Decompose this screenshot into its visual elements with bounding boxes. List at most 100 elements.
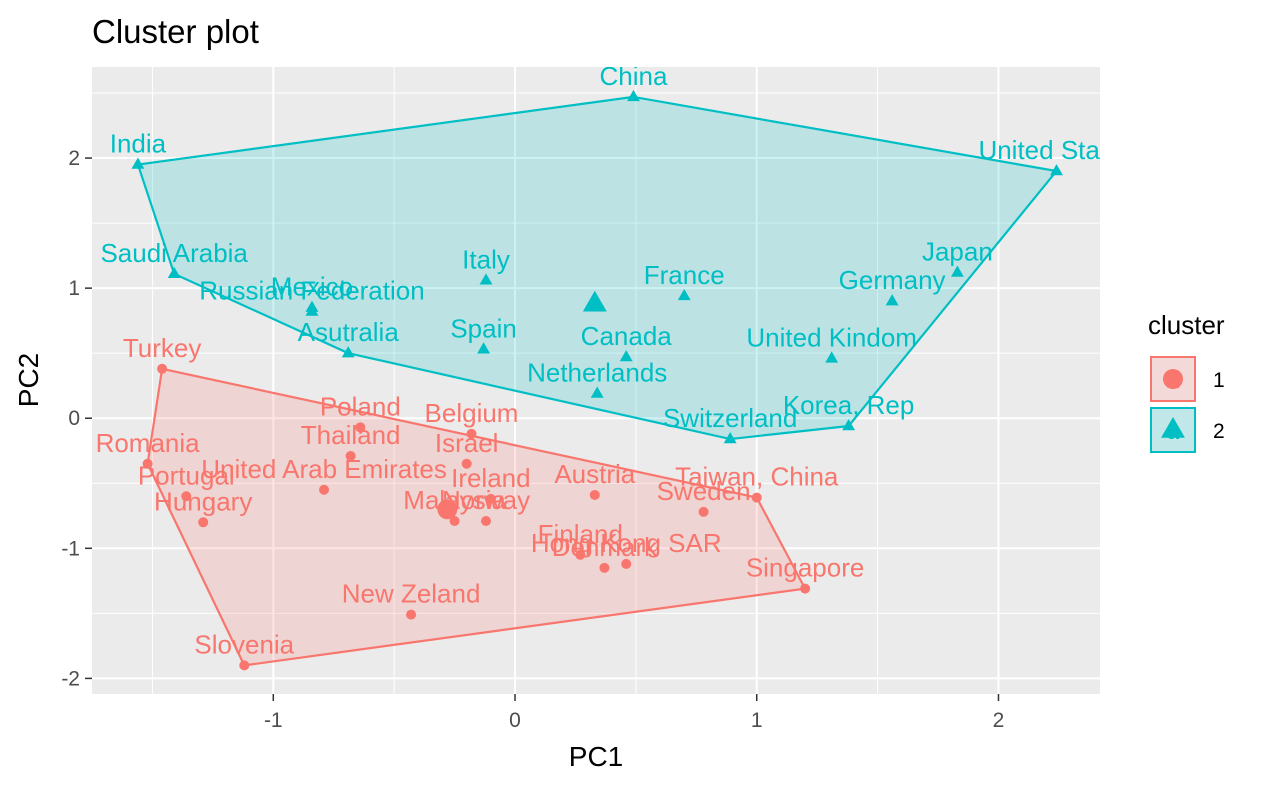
point-united-states	[1050, 164, 1063, 176]
point-label-taiwan-china: Taiwan, China	[675, 462, 839, 492]
cluster-hulls	[136, 95, 1059, 667]
plot-panel	[92, 67, 1100, 694]
x-axis-label: PC1	[569, 741, 623, 772]
point-label-switzerland: Switzerland	[663, 403, 797, 433]
point-label-sweden: Sweden	[657, 476, 751, 506]
point-norway	[481, 515, 492, 526]
point-label-turkey: Turkey	[123, 333, 202, 363]
point-label-united-states: United States	[978, 135, 1134, 165]
point-label-mexico: Mexico	[271, 272, 353, 302]
point-label-finland: Finland	[538, 519, 623, 549]
y-tick-label: 2	[68, 147, 80, 170]
point-ireland	[485, 493, 496, 504]
point-label-ireland: Ireland	[451, 463, 531, 493]
point-hungary	[198, 517, 209, 528]
point-label-slovenia: Slovenia	[194, 629, 294, 659]
point-label-malaysia: Malaysia	[403, 485, 506, 515]
point-label-poland: Poland	[320, 391, 401, 421]
point-united-kindom	[825, 351, 839, 363]
point-finland	[575, 549, 586, 560]
cluster-1-hull	[146, 367, 807, 667]
point-label-france: France	[644, 260, 725, 290]
point-sweden	[698, 506, 709, 517]
point-label-germany: Germany	[839, 265, 946, 295]
x-tick-label: 1	[751, 709, 763, 732]
x-tick-label: -1	[264, 709, 283, 732]
point-korea-rep	[842, 419, 856, 431]
point-label-romania: Romania	[96, 428, 201, 458]
legend-marker-2	[1161, 417, 1185, 438]
point-label-singapore: Singapore	[746, 553, 865, 583]
point-label-japan: Japan	[922, 237, 993, 267]
cluster-2-centroid	[582, 290, 607, 312]
point-romania	[142, 458, 153, 469]
point-label-italy: Italy	[462, 244, 510, 274]
point-france	[677, 288, 691, 301]
cluster-2-hull	[136, 95, 1059, 441]
legend-label-2: 2	[1213, 420, 1225, 443]
legend-label-1: 1	[1213, 369, 1225, 392]
point-mexico	[305, 300, 319, 312]
y-tick-label: -1	[61, 537, 80, 560]
point-taiwan-china	[751, 492, 762, 503]
point-label-hong-kong-sar: Hong Kong SAR	[531, 528, 722, 558]
point-label-israel: Israel	[435, 428, 499, 458]
point-denmark	[599, 562, 610, 573]
point-label-belgium: Belgium	[425, 398, 519, 428]
y-tick-label: -2	[61, 667, 80, 690]
point-label-spain: Spain	[450, 313, 517, 343]
data-points	[131, 89, 1063, 671]
point-slovenia	[239, 660, 250, 671]
y-tick-label: 1	[68, 277, 80, 300]
point-austria	[589, 489, 600, 500]
axes: -1 0 1 2 -2 -1 0 1 2	[61, 147, 1004, 732]
legend: cluster a1a2	[1148, 310, 1225, 453]
point-label-thailand: Thailand	[301, 420, 401, 450]
chart-title: Cluster plot	[92, 13, 259, 50]
point-germany	[885, 294, 899, 306]
point-singapore	[800, 583, 811, 594]
point-poland	[355, 422, 366, 433]
legend-key-2	[1150, 407, 1196, 453]
point-new-zeland	[406, 609, 417, 620]
point-label-norway: Norway	[442, 485, 530, 515]
point-label-new-zeland: New Zeland	[342, 579, 481, 609]
point-asutralia	[341, 346, 355, 358]
point-israel	[461, 458, 472, 469]
x-tick-label: 0	[509, 709, 521, 732]
y-tick-label: 0	[68, 407, 80, 430]
point-label-india: India	[110, 129, 167, 159]
cluster-1-centroid	[437, 499, 458, 520]
point-spain	[477, 342, 491, 354]
point-united-arab-emirates	[319, 484, 330, 495]
point-label-hungary: Hungary	[154, 486, 252, 516]
point-portugal	[181, 491, 192, 502]
point-label-saudi-arabia: Saudi Arabia	[100, 238, 248, 268]
point-label-netherlands: Netherlands	[527, 358, 667, 388]
point-label-russian-federation: Russian Federation	[199, 276, 424, 306]
point-turkey	[157, 363, 168, 374]
point-label-asutralia: Asutralia	[298, 317, 400, 347]
point-label-portugal: Portugal	[138, 460, 235, 490]
point-label-united-arab-emirates: United Arab Emirates	[201, 454, 447, 484]
point-china	[627, 89, 640, 102]
point-switzerland	[723, 432, 737, 444]
point-label-austria: Austria	[554, 459, 635, 489]
legend-marker-1	[1163, 369, 1183, 389]
point-thailand	[345, 450, 356, 461]
grid-lines	[92, 67, 1100, 694]
point-india	[131, 157, 145, 169]
point-belgium	[466, 428, 477, 439]
point-malaysia	[449, 515, 460, 526]
point-label-denmark: Denmark	[552, 532, 658, 562]
point-italy	[479, 273, 493, 285]
point-netherlands	[590, 386, 604, 398]
point-canada	[619, 350, 633, 362]
point-label-united-kindom: United Kindom	[746, 322, 917, 352]
y-axis-label: PC2	[13, 353, 44, 407]
point-hong-kong-sar	[621, 558, 632, 569]
point-label-china: China	[599, 61, 667, 91]
x-tick-label: 2	[993, 709, 1005, 732]
